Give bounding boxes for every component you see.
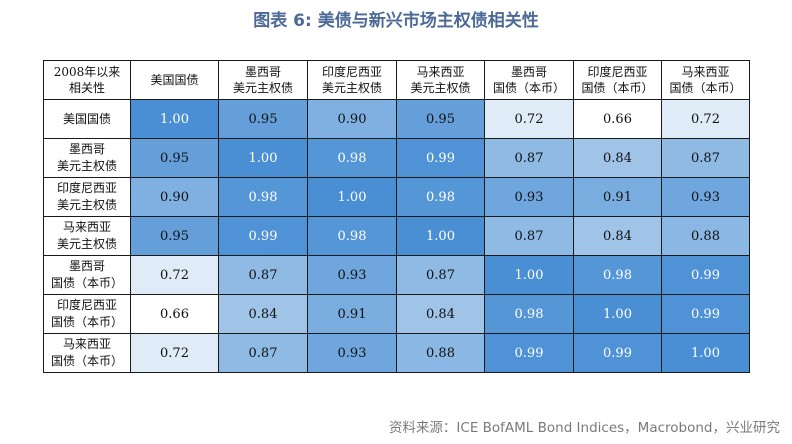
table-row: 马来西亚 国债（本币） 0.72 0.87 0.93 0.88 0.99 0.99 1.00 <box>43 333 750 373</box>
table-row: 墨西哥 国债（本币） 0.72 0.87 0.93 0.87 1.00 0.98 0.99 <box>43 255 750 295</box>
column-header-label: 墨西哥 国债（本币） <box>492 65 565 95</box>
corner-label-text: 2008年以来 相关性 <box>53 65 121 95</box>
row-header-label: 马来西亚 美元主权债 <box>56 220 117 251</box>
correlation-cell: 0.93 <box>307 255 397 295</box>
correlation-cell: 0.99 <box>661 255 750 295</box>
row-header: 马来西亚 国债（本币） <box>43 333 131 373</box>
column-header-label: 美国国债 <box>150 73 199 87</box>
column-header-label: 马来西亚 美元主权债 <box>410 65 471 95</box>
correlation-cell: 0.90 <box>307 99 397 139</box>
correlation-cell: 0.93 <box>661 177 750 217</box>
correlation-cell: 0.87 <box>396 255 485 295</box>
figure-title: 图表 6: 美债与新兴市场主权债相关性 <box>253 11 539 31</box>
correlation-cell: 0.98 <box>218 177 308 217</box>
correlation-cell: 0.93 <box>484 177 574 217</box>
column-header: 马来西亚 国债（本币） <box>661 60 750 100</box>
column-header-label: 马来西亚 国债（本币） <box>669 65 742 95</box>
correlation-cell: 0.66 <box>573 99 662 139</box>
column-header: 墨西哥 美元主权债 <box>218 60 308 100</box>
column-header: 印度尼西亚 美元主权债 <box>307 60 397 100</box>
correlation-cell: 0.72 <box>484 99 574 139</box>
column-header: 印度尼西亚 国债（本币） <box>573 60 662 100</box>
correlation-cell: 0.91 <box>307 294 397 334</box>
correlation-cell: 0.84 <box>218 294 308 334</box>
correlation-cell: 1.00 <box>396 216 485 256</box>
correlation-table: 2008年以来 相关性 美国国债 墨西哥 美元主权债 印度尼西亚 美元主权债 马来西亚 … <box>43 60 750 373</box>
table-row: 印度尼西亚 美元主权债 0.90 0.98 1.00 0.98 0.93 0.91 0.93 <box>43 177 750 217</box>
row-header: 印度尼西亚 国债（本币） <box>43 294 131 334</box>
row-header-label: 墨西哥 国债（本币） <box>50 259 123 290</box>
row-header: 墨西哥 国债（本币） <box>43 255 131 295</box>
correlation-cell: 0.98 <box>307 138 397 178</box>
correlation-cell: 1.00 <box>484 255 574 295</box>
correlation-cell: 0.95 <box>130 216 219 256</box>
correlation-cell: 0.95 <box>396 99 485 139</box>
column-header-label: 印度尼西亚 美元主权债 <box>321 65 382 95</box>
correlation-cell: 1.00 <box>307 177 397 217</box>
table-row: 印度尼西亚 国债（本币） 0.66 0.84 0.91 0.84 0.98 1.00 0.99 <box>43 294 750 334</box>
header-row: 2008年以来 相关性 美国国债 墨西哥 美元主权债 印度尼西亚 美元主权债 马来西亚 … <box>43 60 750 100</box>
correlation-cell: 0.72 <box>661 99 750 139</box>
correlation-cell: 1.00 <box>573 294 662 334</box>
correlation-cell: 0.98 <box>573 255 662 295</box>
correlation-cell: 1.00 <box>218 138 308 178</box>
table-row: 马来西亚 美元主权债 0.95 0.99 0.98 1.00 0.87 0.84 0.88 <box>43 216 750 256</box>
row-header-label: 墨西哥 美元主权债 <box>56 142 117 173</box>
correlation-cell: 0.98 <box>396 177 485 217</box>
correlation-cell: 0.87 <box>484 138 574 178</box>
correlation-cell: 1.00 <box>661 333 750 373</box>
row-header: 美国国债 <box>43 99 131 139</box>
row-header: 印度尼西亚 美元主权债 <box>43 177 131 217</box>
correlation-cell: 0.95 <box>218 99 308 139</box>
correlation-cell: 0.99 <box>573 333 662 373</box>
correlation-cell: 0.93 <box>307 333 397 373</box>
correlation-cell: 0.95 <box>130 138 219 178</box>
correlation-cell: 0.87 <box>218 333 308 373</box>
correlation-cell: 0.66 <box>130 294 219 334</box>
row-header-label: 印度尼西亚 美元主权债 <box>56 181 117 212</box>
correlation-cell: 0.87 <box>484 216 574 256</box>
column-header-label: 印度尼西亚 国债（本币） <box>581 65 654 95</box>
correlation-cell: 0.91 <box>573 177 662 217</box>
row-header: 墨西哥 美元主权债 <box>43 138 131 178</box>
correlation-cell: 0.99 <box>218 216 308 256</box>
correlation-cell: 0.72 <box>130 333 219 373</box>
row-header-label: 美国国债 <box>62 111 111 126</box>
source-note: 资料来源：ICE BofAML Bond Indices，Macrobond，兴… <box>388 420 780 436</box>
correlation-cell: 0.87 <box>661 138 750 178</box>
correlation-cell: 0.84 <box>573 138 662 178</box>
correlation-cell: 0.84 <box>396 294 485 334</box>
row-header-label: 印度尼西亚 国债（本币） <box>50 298 123 329</box>
row-header-label: 马来西亚 国债（本币） <box>50 337 123 368</box>
correlation-cell: 0.99 <box>661 294 750 334</box>
correlation-cell: 0.99 <box>396 138 485 178</box>
correlation-cell: 0.98 <box>484 294 574 334</box>
correlation-cell: 0.88 <box>661 216 750 256</box>
column-header-label: 墨西哥 美元主权债 <box>232 65 293 95</box>
correlation-cell: 0.72 <box>130 255 219 295</box>
column-header: 美国国债 <box>130 60 219 100</box>
correlation-cell: 0.87 <box>218 255 308 295</box>
table-row: 墨西哥 美元主权债 0.95 1.00 0.98 0.99 0.87 0.84 0.87 <box>43 138 750 178</box>
correlation-cell: 0.90 <box>130 177 219 217</box>
correlation-cell: 0.88 <box>396 333 485 373</box>
row-header: 马来西亚 美元主权债 <box>43 216 131 256</box>
correlation-cell: 1.00 <box>130 99 219 139</box>
correlation-cell: 0.98 <box>307 216 397 256</box>
corner-label: 2008年以来 相关性 <box>43 60 131 100</box>
correlation-cell: 0.84 <box>573 216 662 256</box>
column-header: 墨西哥 国债（本币） <box>484 60 574 100</box>
column-header: 马来西亚 美元主权债 <box>396 60 485 100</box>
correlation-cell: 0.99 <box>484 333 574 373</box>
table-row: 美国国债 1.00 0.95 0.90 0.95 0.72 0.66 0.72 <box>43 99 750 139</box>
